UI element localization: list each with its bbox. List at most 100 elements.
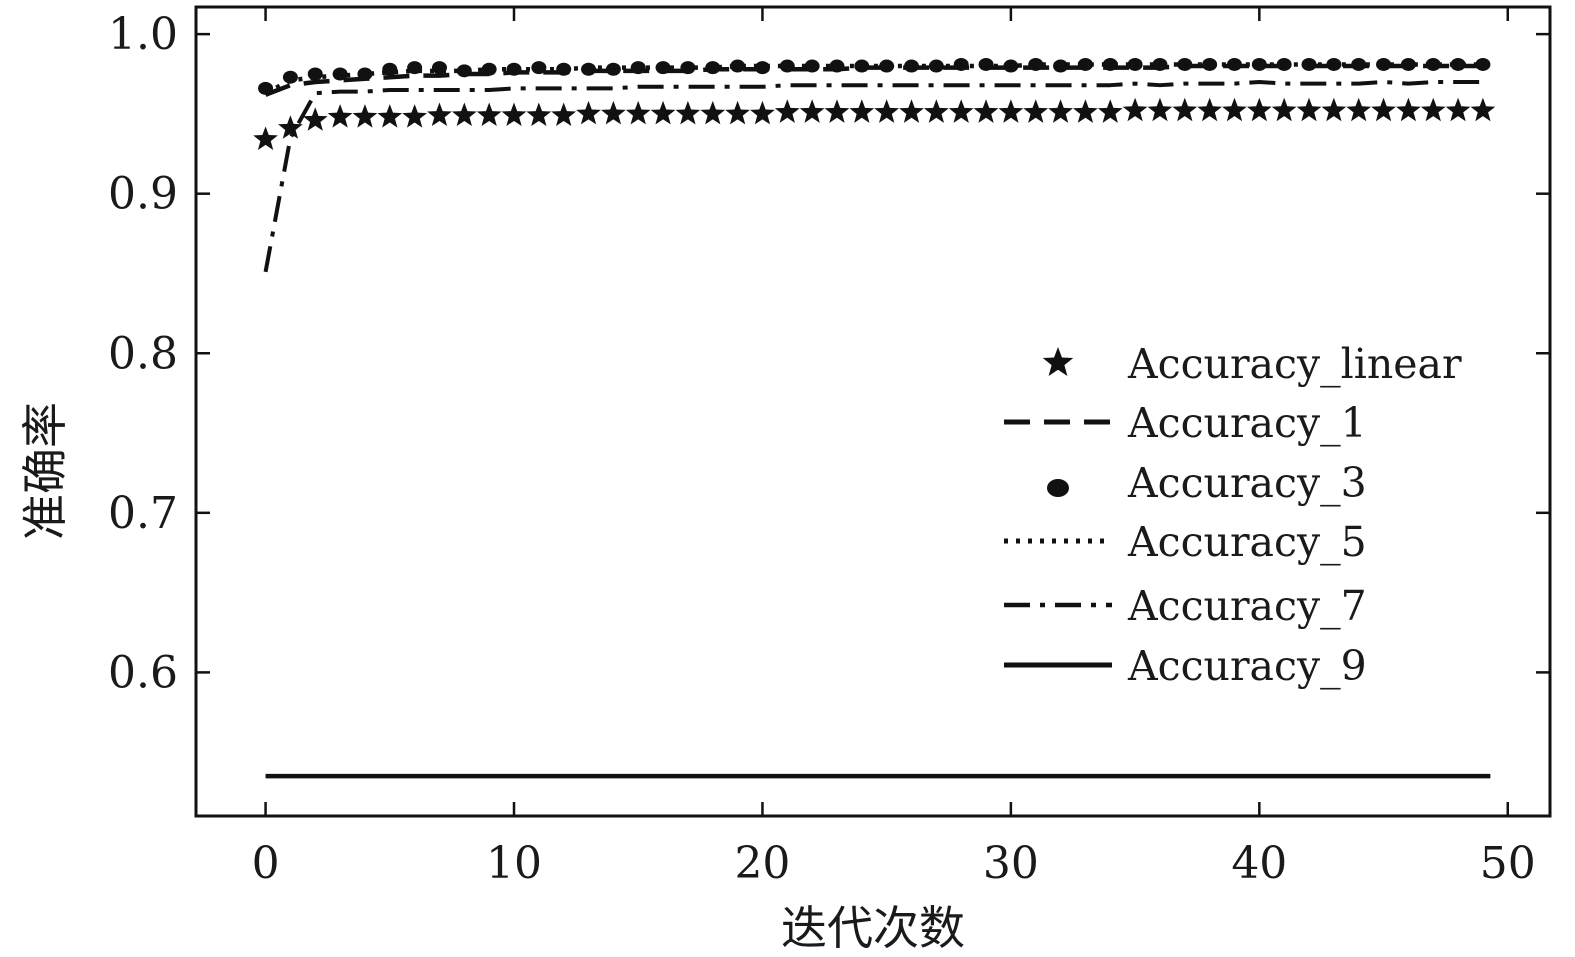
legend-swatch-circle xyxy=(1047,479,1069,497)
data-point-circle xyxy=(1450,57,1466,71)
data-point-star xyxy=(1122,97,1148,122)
data-point-circle xyxy=(730,59,746,73)
data-point-circle xyxy=(630,61,646,75)
data-point-star xyxy=(998,99,1024,123)
data-point-circle xyxy=(258,81,274,95)
data-point-circle xyxy=(1475,57,1491,71)
data-point-circle xyxy=(655,61,671,75)
x-tick-label: 50 xyxy=(1480,838,1536,889)
data-point-star xyxy=(750,100,775,125)
data-point-star xyxy=(948,99,974,123)
data-point-star xyxy=(302,107,328,131)
data-point-star xyxy=(1420,97,1446,122)
x-tick-label: 10 xyxy=(486,838,542,889)
data-point-star xyxy=(874,99,900,123)
series-accuracy-linear xyxy=(253,97,1496,150)
series-line-accuracy-5 xyxy=(264,62,1483,96)
data-point-circle xyxy=(854,59,870,73)
legend-label: Accuracy_7 xyxy=(1127,582,1367,630)
legend-label: Accuracy_1 xyxy=(1127,399,1367,447)
data-point-star xyxy=(675,100,701,125)
data-point-star xyxy=(402,104,427,128)
y-tick-label: 0.7 xyxy=(108,488,178,539)
data-point-star xyxy=(501,102,527,127)
series-accuracy-5 xyxy=(264,62,1483,96)
data-point-star xyxy=(1296,97,1322,122)
data-point-star xyxy=(327,104,353,128)
legend-item-accuracy-linear: Accuracy_linear xyxy=(1042,340,1462,388)
x-tick-label: 0 xyxy=(252,838,280,889)
data-point-star xyxy=(1147,97,1173,122)
data-point-star xyxy=(427,102,452,127)
data-point-circle xyxy=(1127,57,1143,71)
legend-item-accuracy-9: Accuracy_9 xyxy=(1004,642,1367,690)
data-point-circle xyxy=(1425,57,1441,71)
data-point-star xyxy=(352,104,378,128)
data-point-circle xyxy=(456,64,472,78)
data-point-circle xyxy=(978,57,994,71)
data-point-circle xyxy=(481,62,497,76)
data-point-star xyxy=(1371,97,1396,122)
x-tick-label: 20 xyxy=(734,838,790,889)
data-point-star xyxy=(700,100,726,125)
data-point-circle xyxy=(1077,57,1093,71)
data-point-circle xyxy=(506,62,522,76)
legend-item-accuracy-5: Accuracy_5 xyxy=(1004,518,1367,566)
series-line-accuracy-7 xyxy=(263,80,1483,273)
data-point-star xyxy=(799,99,825,123)
data-point-star xyxy=(253,126,278,150)
data-point-circle xyxy=(1351,57,1367,71)
data-point-circle xyxy=(680,61,696,75)
data-point-star xyxy=(1271,97,1297,122)
data-point-circle xyxy=(1003,59,1019,73)
series-accuracy-7 xyxy=(263,80,1483,273)
data-point-star xyxy=(899,99,924,123)
data-point-star xyxy=(1346,97,1372,122)
data-point-circle xyxy=(1400,57,1416,71)
data-point-star xyxy=(725,100,750,125)
data-point-star xyxy=(1396,97,1421,122)
data-point-star xyxy=(1097,99,1123,123)
data-point-star xyxy=(1073,99,1098,123)
legend-item-accuracy-3: Accuracy_3 xyxy=(1047,459,1367,507)
data-point-star xyxy=(551,102,577,127)
data-point-circle xyxy=(705,61,721,75)
data-point-star xyxy=(278,115,303,139)
legend-item-accuracy-1: Accuracy_1 xyxy=(1004,399,1367,447)
data-point-star xyxy=(774,99,800,123)
data-point-circle xyxy=(779,59,795,73)
data-point-star xyxy=(526,102,552,127)
data-point-circle xyxy=(307,67,323,81)
data-point-star xyxy=(1197,97,1222,122)
data-point-star xyxy=(973,99,999,123)
data-point-star xyxy=(923,99,949,123)
data-point-circle xyxy=(1376,57,1392,71)
legend-label: Accuracy_9 xyxy=(1127,642,1367,690)
y-tick-label: 1.0 xyxy=(108,9,178,60)
y-tick-label: 0.6 xyxy=(108,647,178,698)
data-point-star xyxy=(576,100,601,125)
data-point-star xyxy=(1023,99,1049,123)
plot-frame xyxy=(194,5,1552,818)
legend-label: Accuracy_3 xyxy=(1127,459,1367,507)
x-tick-label: 40 xyxy=(1231,838,1287,889)
x-axis-label: 迭代次数 xyxy=(781,901,965,955)
data-point-star xyxy=(476,102,502,127)
ticks-layer: 0 10 20 30 40 50 0.6 0.7 0.8 0.9 1.0 xyxy=(108,7,1550,889)
data-point-star xyxy=(601,100,626,125)
data-point-star xyxy=(1246,97,1272,122)
data-point-star xyxy=(650,100,676,125)
data-point-star xyxy=(824,99,850,123)
data-point-star xyxy=(1222,97,1247,122)
data-point-star xyxy=(849,99,875,123)
legend-label: Accuracy_5 xyxy=(1127,518,1367,566)
y-tick-label: 0.8 xyxy=(108,328,178,379)
x-tick-label: 30 xyxy=(983,838,1039,889)
data-point-circle xyxy=(1152,57,1168,71)
data-point-circle xyxy=(1028,57,1044,71)
legend-item-accuracy-7: Accuracy_7 xyxy=(1004,582,1367,630)
data-point-circle xyxy=(1102,57,1118,71)
legend: Accuracy_linear Accuracy_1 Accuracy_3 Accur… xyxy=(1004,340,1462,690)
